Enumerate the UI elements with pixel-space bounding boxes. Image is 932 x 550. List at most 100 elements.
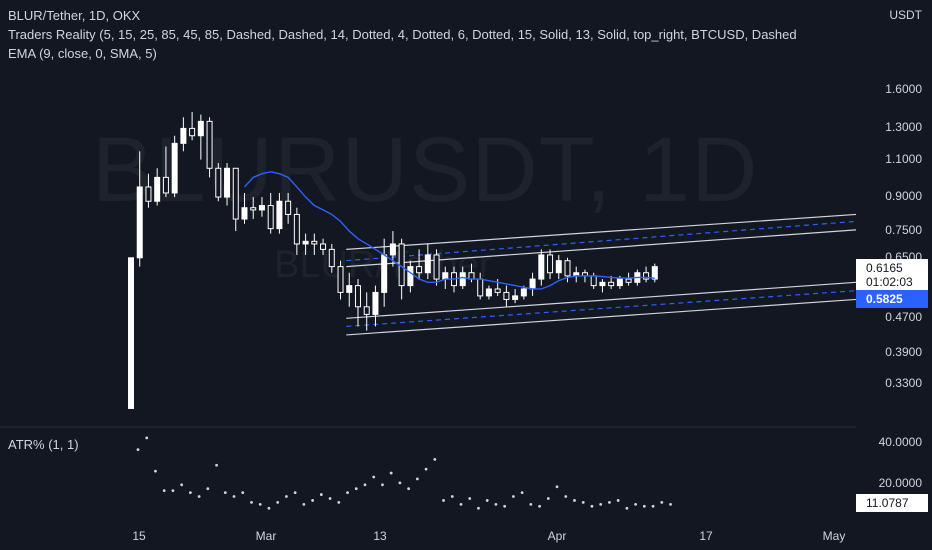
currency-label: USDT	[889, 8, 922, 22]
atr-point	[319, 493, 323, 496]
atr-point	[285, 495, 288, 498]
atr-point	[372, 475, 376, 479]
channel-upper-inner-line	[346, 229, 857, 268]
atr-point	[206, 487, 210, 491]
atr-point	[311, 499, 314, 502]
atr-point	[669, 502, 672, 506]
atr-point	[267, 506, 271, 510]
atr-point	[520, 491, 524, 495]
atr-point	[171, 489, 175, 493]
candle-body	[197, 120, 204, 137]
atr-point	[398, 481, 402, 485]
candle-body	[363, 306, 370, 315]
atr-point	[494, 502, 498, 506]
atr-point	[590, 504, 594, 508]
candle-body	[459, 272, 466, 287]
atr-point	[337, 501, 341, 504]
atr-point	[389, 471, 393, 475]
candle-body	[424, 254, 431, 274]
atr-current-tag: 11.0787	[856, 494, 928, 512]
candle-body	[285, 200, 292, 215]
channel-lower-line	[346, 298, 857, 336]
candle-body	[643, 272, 650, 280]
price-tick-label: 1.6000	[885, 81, 922, 96]
bar-countdown: 01:02:03	[866, 275, 913, 289]
atr-point	[145, 436, 149, 440]
atr-point	[223, 491, 227, 495]
candle-body	[180, 127, 187, 144]
atr-point	[328, 497, 332, 500]
candle-body	[416, 266, 423, 274]
indicator-legend[interactable]: Traders Reality (5, 15, 25, 85, 45, 85, …	[8, 27, 797, 42]
atr-point	[415, 477, 419, 481]
atr-point	[424, 467, 428, 471]
candle-body	[407, 266, 414, 287]
atr-point	[293, 491, 297, 495]
atr-point	[459, 502, 463, 506]
candle-body	[215, 167, 222, 198]
atr-point	[573, 499, 576, 502]
candle-body	[267, 205, 274, 230]
ema-legend[interactable]: EMA (9, close, 0, SMA, 5)	[8, 46, 157, 61]
last-price-tag: 0.6165 01:02:03	[856, 259, 928, 291]
atr-point	[241, 491, 245, 495]
atr-point	[599, 502, 603, 506]
atr-point	[651, 504, 655, 508]
atr-tick-20: 20.0000	[878, 476, 922, 490]
candle-body	[512, 295, 519, 300]
atr-point	[608, 501, 611, 504]
candle-body	[503, 291, 510, 300]
channel-lower-inner-line	[346, 281, 857, 319]
atr-point	[154, 469, 157, 473]
candle-body	[311, 240, 318, 245]
candle-body	[381, 254, 388, 293]
candle-body	[520, 288, 527, 297]
atr-point	[180, 483, 184, 487]
candle-body	[538, 254, 545, 280]
atr-point	[363, 483, 367, 487]
atr-point	[546, 497, 550, 500]
atr-point	[302, 502, 306, 506]
candle-body	[372, 291, 379, 315]
candle-body	[320, 243, 327, 250]
candle-body	[651, 266, 658, 280]
atr-point	[215, 463, 218, 467]
atr-series	[136, 436, 672, 510]
atr-point	[616, 499, 620, 502]
atr-point	[625, 506, 629, 510]
candle-body	[224, 167, 231, 198]
atr-point	[450, 495, 454, 498]
candle-body	[564, 260, 571, 277]
atr-point	[511, 495, 515, 498]
price-tick-label: 0.3900	[885, 345, 922, 360]
last-price-value: 0.6165	[866, 261, 903, 275]
traders-reality-channel	[346, 213, 857, 336]
symbol-legend[interactable]: BLUR/Tether, 1D, OKX	[8, 8, 141, 23]
atr-point	[477, 506, 480, 510]
ema-polyline	[243, 171, 655, 290]
atr-point	[188, 491, 192, 495]
time-tick-label: Apr	[547, 529, 567, 543]
candle-body	[276, 200, 283, 230]
time-tick-label: May	[822, 529, 846, 543]
candle-body	[590, 275, 597, 287]
atr-point	[538, 504, 541, 508]
time-tick-label: 15	[132, 529, 146, 543]
atr-point	[555, 485, 559, 489]
atr-point	[136, 448, 140, 451]
atr-point	[407, 487, 411, 491]
atr-point	[564, 495, 568, 498]
atr-point	[276, 501, 280, 504]
atr-point	[232, 495, 236, 498]
candle-body	[128, 257, 134, 409]
candle-body	[189, 127, 196, 137]
ema-line	[243, 171, 655, 290]
time-tick-label: Mar	[255, 529, 277, 543]
candle-body	[232, 167, 239, 220]
atr-point	[660, 501, 664, 504]
channel-lower-mid-line	[346, 290, 857, 328]
atr-legend[interactable]: ATR% (1, 1)	[8, 437, 79, 452]
time-tick-label: 17	[699, 529, 713, 543]
atr-point	[354, 487, 358, 491]
